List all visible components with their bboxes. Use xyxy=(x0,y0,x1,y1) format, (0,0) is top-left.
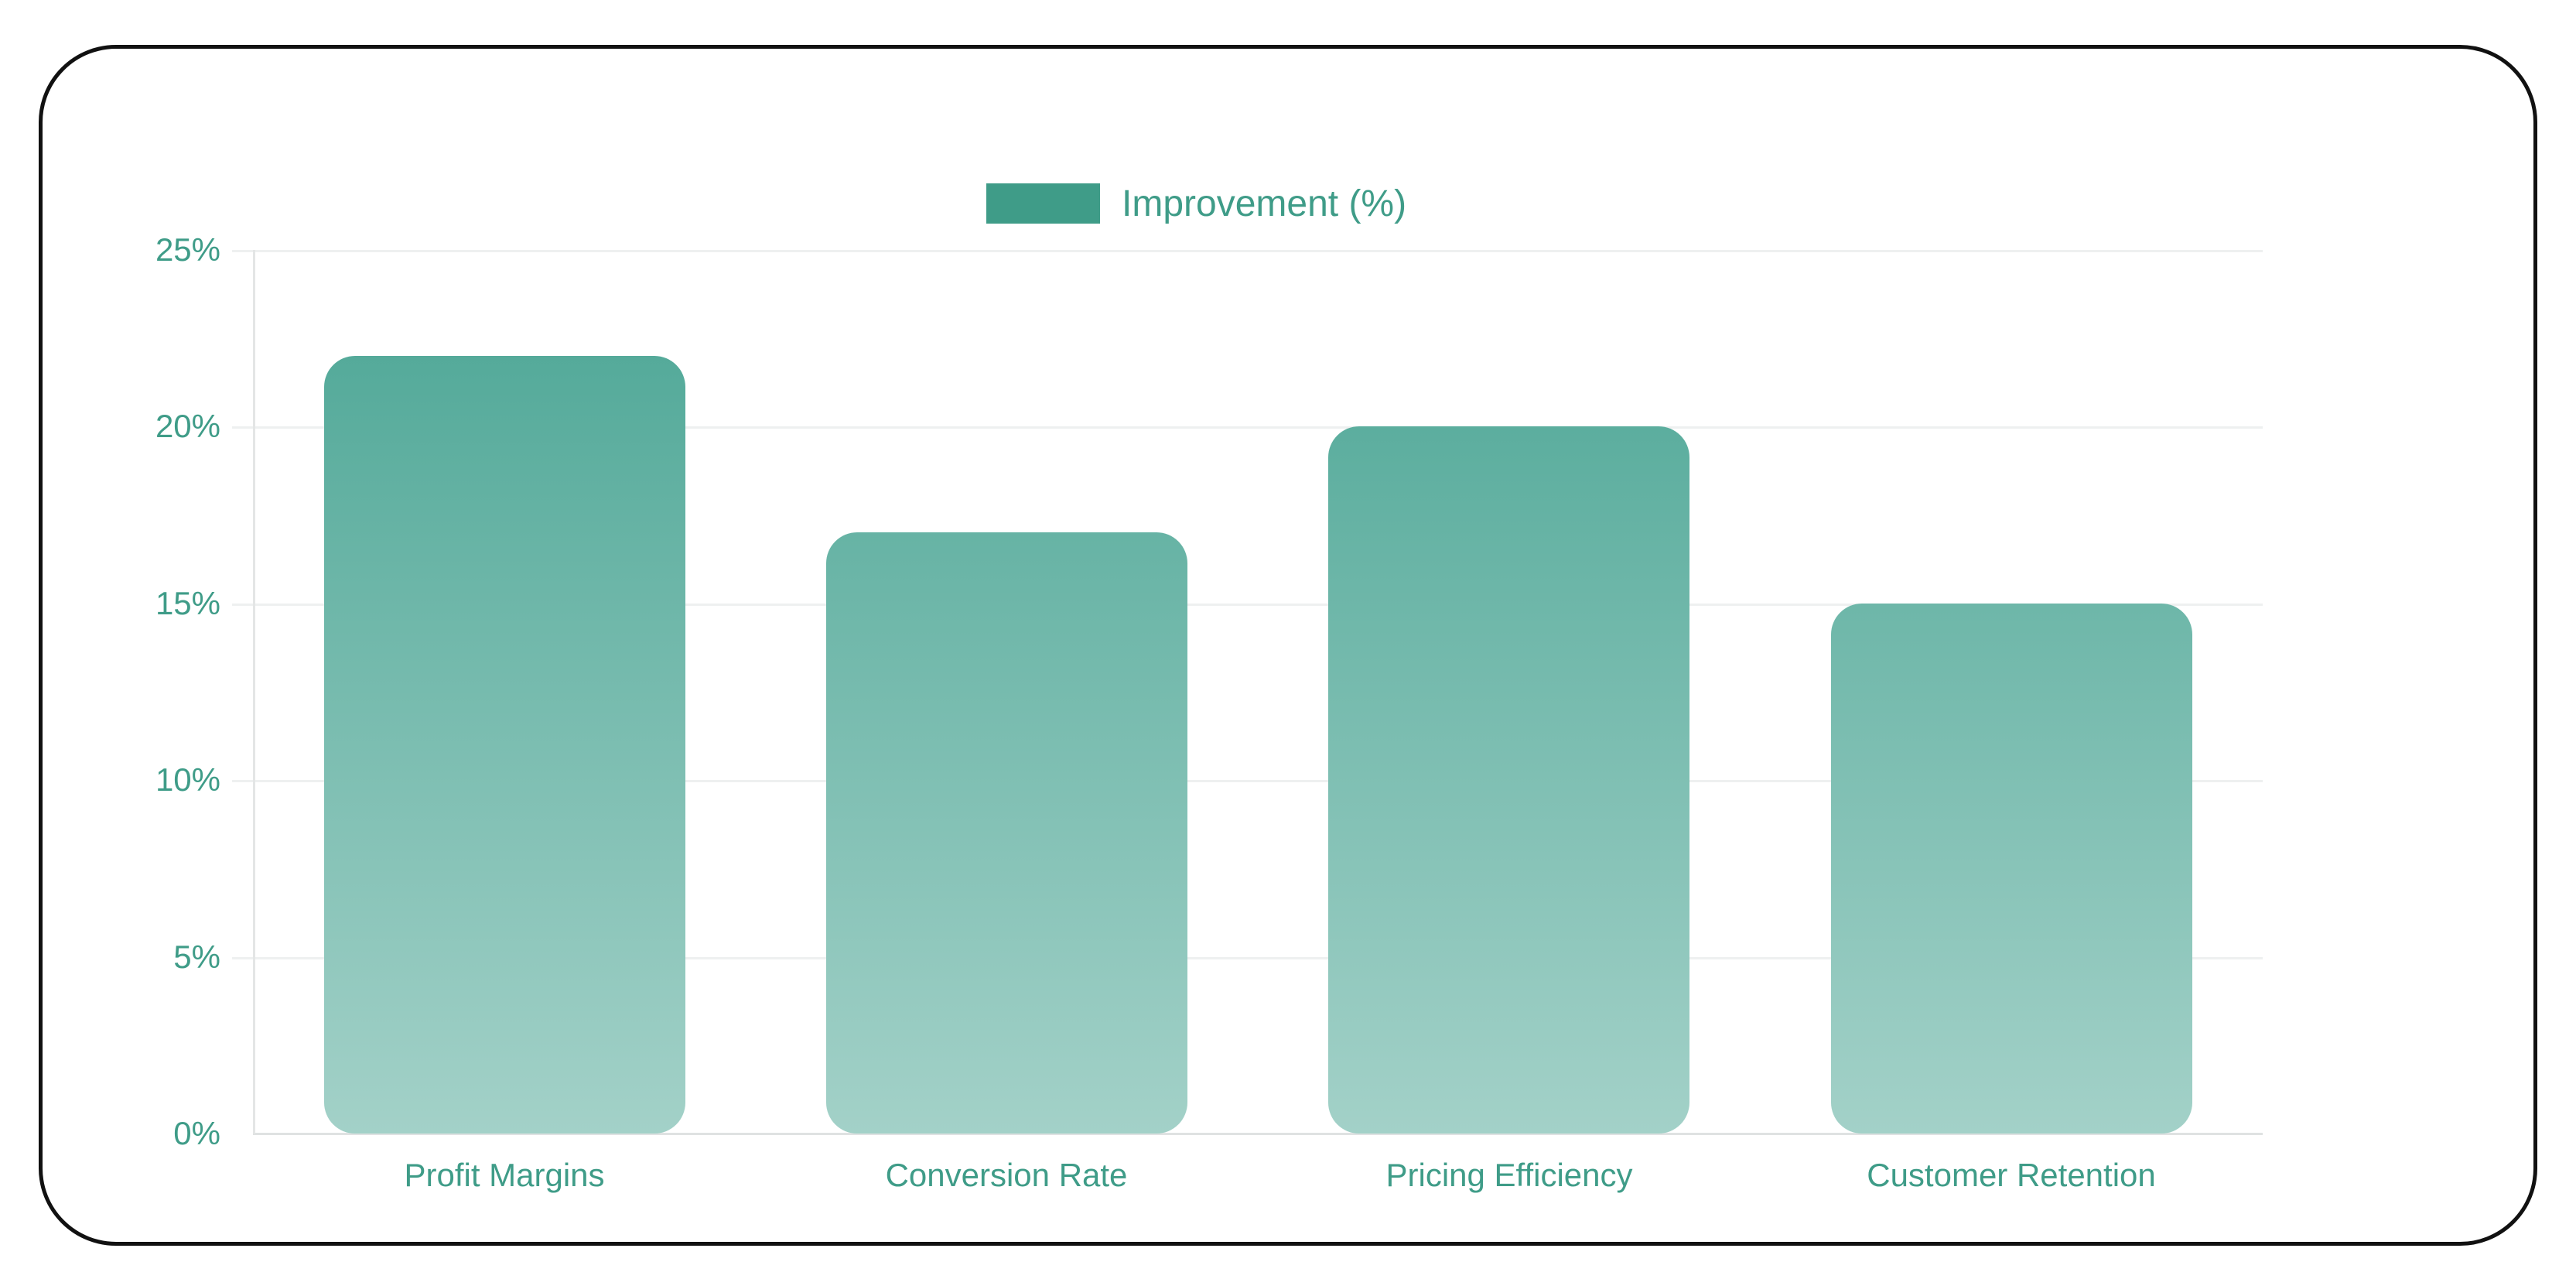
y-tick-label: 20% xyxy=(155,408,220,444)
bar-conversion-rate[interactable] xyxy=(826,532,1187,1134)
x-tick-label: Pricing Efficiency xyxy=(1385,1157,1633,1193)
y-tick-label: 10% xyxy=(155,761,220,798)
y-tick-label: 25% xyxy=(155,231,220,268)
gridline-5 xyxy=(232,957,2263,959)
gridline-25 xyxy=(232,250,2263,252)
gridline-10 xyxy=(232,780,2263,782)
bar-customer-retention[interactable] xyxy=(1831,604,2192,1134)
bar-pricing-efficiency[interactable] xyxy=(1328,426,1689,1134)
bar-profit-margins[interactable] xyxy=(324,356,685,1134)
x-tick-label: Customer Retention xyxy=(1867,1157,2156,1193)
legend-swatch-icon xyxy=(986,183,1100,224)
legend-label: Improvement (%) xyxy=(1122,183,1407,224)
y-axis-line xyxy=(253,250,255,1134)
y-tick-label: 5% xyxy=(173,939,220,975)
y-tick-label: 0% xyxy=(173,1115,220,1151)
x-tick-label: Conversion Rate xyxy=(885,1157,1128,1193)
y-tick-label: 15% xyxy=(155,585,220,621)
gridline-20 xyxy=(232,426,2263,429)
x-axis-line xyxy=(253,1133,2263,1135)
plot-area: 0% 5% 10% 15% 20% 25% Profit Margins Con… xyxy=(155,231,2263,1193)
gridline-15 xyxy=(232,604,2263,606)
x-tick-label: Profit Margins xyxy=(404,1157,605,1193)
legend[interactable]: Improvement (%) xyxy=(986,183,1406,224)
